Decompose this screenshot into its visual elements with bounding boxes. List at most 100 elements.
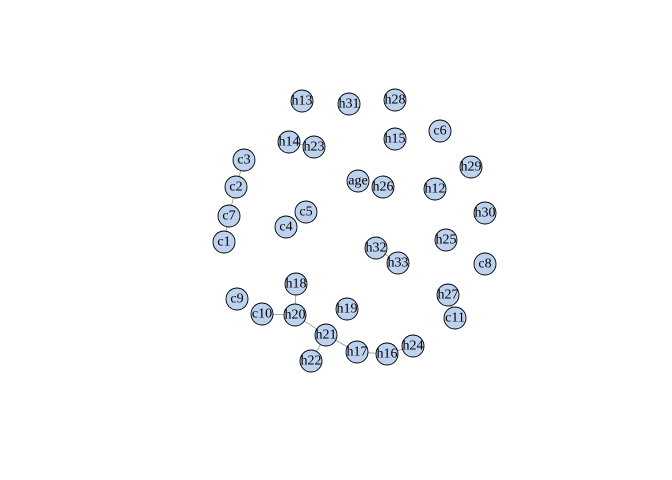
node-label-h29: h29 (461, 160, 482, 175)
node-c11: c11 (443, 306, 467, 330)
node-h22: h22 (299, 349, 323, 373)
node-circle-h15 (383, 127, 407, 151)
node-h32: h32 (364, 236, 388, 260)
node-c5: c5 (294, 200, 318, 224)
node-circle-c8 (473, 252, 497, 276)
node-circle-h33 (386, 251, 410, 275)
node-label-age: age (348, 174, 367, 189)
node-h31: h31 (337, 92, 361, 116)
node-label-h32: h32 (366, 241, 387, 256)
node-circle-h25 (434, 228, 458, 252)
node-label-h31: h31 (339, 97, 360, 112)
node-circle-h20 (283, 303, 307, 327)
node-label-c8: c8 (478, 257, 491, 272)
node-circle-h21 (314, 323, 338, 347)
node-h17: h17 (345, 340, 369, 364)
node-h33: h33 (386, 251, 410, 275)
node-circle-c3 (232, 148, 256, 172)
node-label-c9: c9 (230, 292, 243, 307)
node-circle-h22 (299, 349, 323, 373)
node-circle-h19 (335, 297, 359, 321)
node-circle-h23 (302, 135, 326, 159)
node-label-c1: c1 (217, 235, 230, 250)
node-label-c7: c7 (222, 209, 235, 224)
node-circle-h12 (423, 177, 447, 201)
node-circle-c9 (225, 287, 249, 311)
node-h30: h30 (473, 201, 497, 225)
node-circle-h18 (284, 272, 308, 296)
node-circle-h29 (459, 155, 483, 179)
node-circle-h28 (383, 88, 407, 112)
node-c7: c7 (217, 204, 241, 228)
node-circle-c6 (428, 119, 452, 143)
node-label-c6: c6 (433, 124, 446, 139)
node-circle-age (346, 169, 370, 193)
node-circle-h14 (277, 130, 301, 154)
node-c9: c9 (225, 287, 249, 311)
node-h23: h23 (302, 135, 326, 159)
node-h21: h21 (314, 323, 338, 347)
node-label-h33: h33 (388, 256, 409, 271)
node-label-h14: h14 (279, 135, 300, 150)
edges-layer (223, 141, 456, 362)
node-h29: h29 (459, 155, 483, 179)
node-circle-c5 (294, 200, 318, 224)
node-label-h18: h18 (286, 277, 307, 292)
node-c6: c6 (428, 119, 452, 143)
node-h16: h16 (375, 342, 399, 366)
node-h28: h28 (383, 88, 407, 112)
node-circle-h32 (364, 236, 388, 260)
node-circle-h17 (345, 340, 369, 364)
node-c1: c1 (212, 230, 236, 254)
node-h27: h27 (436, 283, 460, 307)
node-label-h20: h20 (285, 308, 306, 323)
node-label-h13: h13 (292, 94, 313, 109)
node-label-h27: h27 (438, 288, 459, 303)
node-h13: h13 (290, 89, 314, 113)
node-circle-c2 (224, 175, 248, 199)
node-c8: c8 (473, 252, 497, 276)
node-c4: c4 (274, 215, 298, 239)
node-h18: h18 (284, 272, 308, 296)
node-label-h12: h12 (425, 182, 446, 197)
node-label-h19: h19 (337, 302, 358, 317)
nodes-layer: h13 h31 h28 c6 h14 h23 h15 c3 h29 age h26 h12 c2 c5 h3… (212, 88, 497, 373)
node-circle-c1 (212, 230, 236, 254)
node-label-c10: c10 (252, 307, 272, 322)
node-label-h15: h15 (385, 132, 406, 147)
node-label-h25: h25 (436, 233, 457, 248)
node-c10: c10 (250, 302, 274, 326)
node-circle-h27 (436, 283, 460, 307)
node-label-c11: c11 (445, 311, 465, 326)
node-label-c5: c5 (299, 205, 312, 220)
node-c2: c2 (224, 175, 248, 199)
node-label-h21: h21 (316, 328, 337, 343)
node-h14: h14 (277, 130, 301, 154)
node-label-h30: h30 (475, 206, 496, 221)
node-h20: h20 (283, 303, 307, 327)
node-h24: h24 (401, 334, 425, 358)
node-label-h24: h24 (403, 339, 424, 354)
node-h19: h19 (335, 297, 359, 321)
node-label-h22: h22 (301, 354, 322, 369)
node-h15: h15 (383, 127, 407, 151)
node-circle-c10 (250, 302, 274, 326)
node-circle-h16 (375, 342, 399, 366)
node-circle-c7 (217, 204, 241, 228)
node-label-h17: h17 (347, 345, 368, 360)
node-h26: h26 (371, 175, 395, 199)
node-circle-h30 (473, 201, 497, 225)
node-circle-c11 (443, 306, 467, 330)
node-age: age (346, 169, 370, 193)
node-circle-h24 (401, 334, 425, 358)
node-label-h23: h23 (304, 140, 325, 155)
node-label-c2: c2 (229, 180, 242, 195)
node-label-c3: c3 (237, 153, 250, 168)
node-circle-h13 (290, 89, 314, 113)
node-label-h28: h28 (385, 93, 406, 108)
node-h12: h12 (423, 177, 447, 201)
node-c3: c3 (232, 148, 256, 172)
node-circle-c4 (274, 215, 298, 239)
node-label-h16: h16 (377, 347, 398, 362)
